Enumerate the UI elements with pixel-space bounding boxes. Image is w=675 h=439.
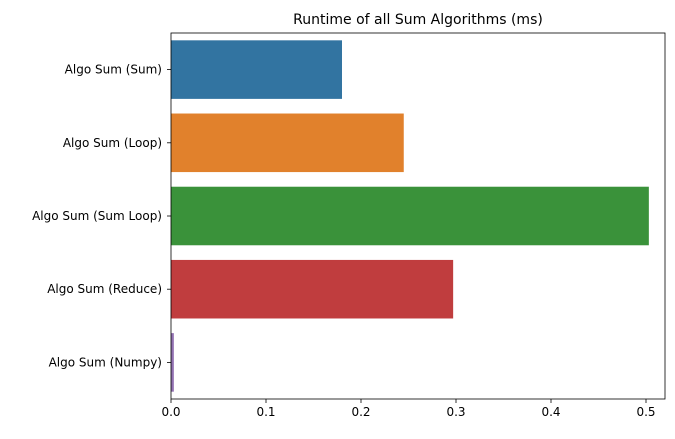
x-tick-label: 0.2	[351, 405, 370, 419]
bar	[171, 333, 174, 392]
plot-area-frame	[170, 32, 666, 400]
bar	[171, 113, 404, 173]
bar	[171, 186, 649, 246]
x-tick-label: 0.0	[161, 405, 180, 419]
y-tick-label: Algo Sum (Loop)	[63, 136, 162, 150]
y-tick-label: Algo Sum (Reduce)	[47, 282, 162, 296]
x-tick-label: 0.5	[636, 405, 655, 419]
bar	[171, 40, 342, 99]
x-tick-label: 0.1	[256, 405, 275, 419]
x-axis-ticks: 0.0 0.1 0.2 0.3 0.4 0.5	[161, 399, 656, 419]
x-tick-label: 0.4	[541, 405, 560, 419]
x-tick-label: 0.3	[446, 405, 465, 419]
bar	[171, 259, 454, 319]
y-tick-labels: Algo Sum (Sum) Algo Sum (Loop) Algo Sum (S…	[32, 63, 171, 369]
y-tick-label: Algo Sum (Sum)	[65, 63, 162, 77]
y-tick-label: Algo Sum (Numpy)	[49, 355, 162, 369]
chart-title: Runtime of all Sum Algorithms (ms)	[293, 12, 543, 28]
bars-layer	[171, 40, 649, 392]
y-tick-label: Algo Sum (Sum Loop)	[32, 209, 162, 223]
